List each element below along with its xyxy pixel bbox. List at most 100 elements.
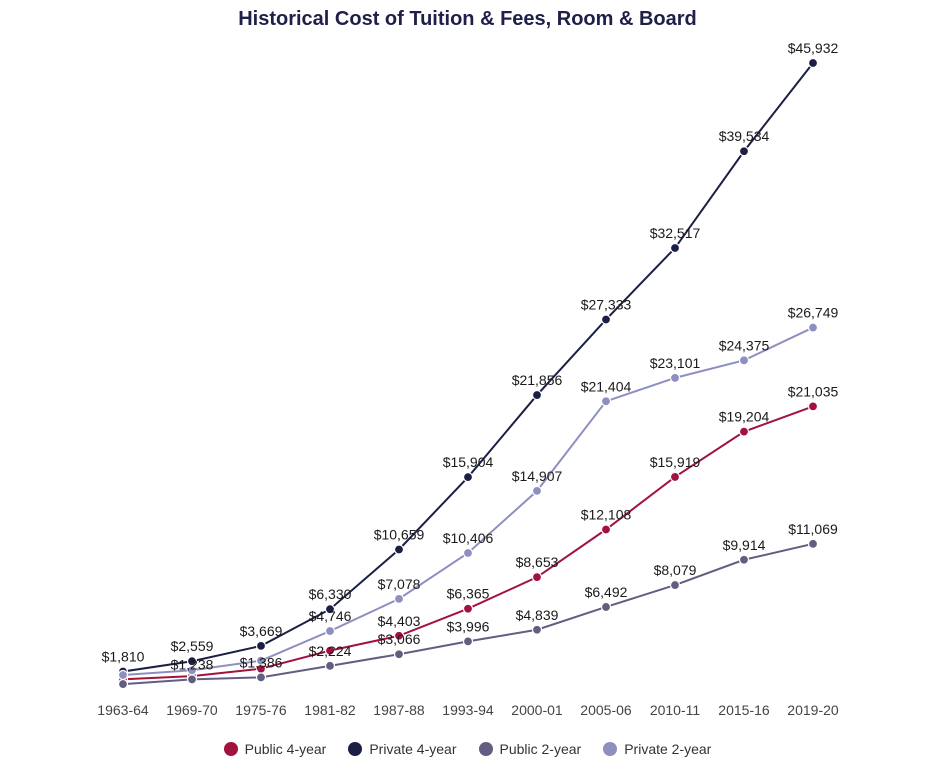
data-point-private-2-year[interactable]	[255, 655, 267, 666]
legend-item[interactable]: Private 4-year	[348, 741, 457, 757]
data-point-public-4-year[interactable]	[324, 645, 336, 656]
data-point-private-4-year[interactable]	[738, 146, 750, 157]
data-point-public-4-year[interactable]	[807, 401, 819, 412]
data-label-public-2-year: $2,224	[309, 643, 352, 659]
data-point-public-2-year[interactable]	[324, 660, 336, 671]
data-point-private-2-year[interactable]	[738, 355, 750, 366]
data-point-public-2-year[interactable]	[255, 672, 267, 683]
x-tick-label: 2005-06	[580, 702, 632, 718]
data-point-public-2-year[interactable]	[600, 601, 612, 613]
data-point-public-4-year[interactable]	[462, 603, 474, 614]
data-label-private-4-year: $3,669	[240, 623, 283, 639]
data-point-private-2-year[interactable]	[117, 669, 129, 681]
data-label-public-2-year: $3,996	[447, 618, 490, 634]
x-tick-label: 1969-70	[166, 702, 218, 718]
data-point-private-4-year[interactable]	[807, 57, 819, 69]
data-point-public-4-year[interactable]	[393, 630, 405, 641]
data-point-public-4-year[interactable]	[738, 426, 750, 437]
data-point-public-2-year[interactable]	[117, 678, 129, 690]
data-point-public-2-year[interactable]	[186, 674, 198, 685]
data-label-private-4-year: $39,534	[719, 128, 770, 144]
data-label-public-2-year: $4,839	[516, 607, 559, 623]
data-label-private-2-year: $14,907	[512, 468, 563, 484]
x-tick-label: 2010-11	[650, 702, 701, 718]
x-tick-label: 2019-20	[787, 702, 839, 718]
data-label-public-4-year: $6,365	[447, 586, 490, 602]
legend-label: Public 4-year	[244, 741, 327, 757]
data-label-private-2-year: $24,375	[719, 337, 770, 353]
data-label-public-4-year: $15,919	[650, 454, 701, 470]
data-label-private-4-year: $10,659	[374, 526, 425, 542]
data-label-private-2-year: $7,078	[378, 576, 421, 592]
data-label-public-2-year: $3,066	[378, 631, 421, 647]
data-point-private-4-year[interactable]	[531, 389, 543, 401]
data-label-public-4-year: $21,035	[788, 383, 839, 399]
data-point-private-2-year[interactable]	[531, 485, 543, 497]
data-point-public-2-year[interactable]	[462, 636, 474, 647]
data-label-public-4-year: $8,653	[516, 554, 559, 570]
legend-label: Private 4-year	[369, 741, 457, 757]
data-point-private-2-year[interactable]	[324, 625, 336, 637]
data-point-private-4-year[interactable]	[669, 242, 681, 254]
data-point-private-4-year[interactable]	[462, 472, 474, 483]
data-point-public-4-year[interactable]	[669, 471, 681, 483]
legend-item[interactable]: Public 4-year	[223, 741, 327, 757]
data-label-private-4-year: $27,333	[581, 297, 632, 313]
x-tick-label: 1981-82	[304, 702, 356, 718]
x-tick-label: 2000-01	[511, 702, 563, 718]
data-point-public-4-year[interactable]	[531, 572, 543, 583]
data-point-private-2-year[interactable]	[462, 547, 474, 559]
data-point-private-4-year[interactable]	[324, 604, 336, 615]
chart-title: Historical Cost of Tuition & Fees, Room …	[238, 8, 697, 30]
data-label-private-4-year: $15,904	[443, 454, 494, 470]
data-point-public-2-year[interactable]	[738, 554, 750, 565]
legend-swatch	[478, 742, 493, 756]
data-label-private-2-year: $23,101	[650, 355, 701, 371]
data-point-private-2-year[interactable]	[807, 322, 819, 333]
data-point-public-4-year[interactable]	[600, 524, 612, 535]
legend-label: Public 2-year	[499, 741, 582, 757]
data-point-private-2-year[interactable]	[669, 372, 681, 383]
data-label-public-2-year: $9,914	[723, 537, 766, 553]
data-point-private-2-year[interactable]	[186, 665, 198, 676]
data-label-private-2-year: $21,404	[581, 378, 632, 394]
legend-swatch	[223, 742, 238, 756]
data-label-public-2-year: $1,386	[240, 654, 283, 670]
data-point-private-2-year[interactable]	[600, 396, 612, 407]
legend-label: Private 2-year	[624, 741, 712, 757]
data-label-private-4-year: $45,932	[788, 40, 839, 56]
data-label-private-4-year: $2,559	[171, 638, 214, 654]
data-point-public-2-year[interactable]	[669, 579, 681, 591]
data-point-public-2-year[interactable]	[531, 624, 543, 635]
data-label-private-4-year: $1,810	[102, 649, 145, 665]
data-label-private-2-year: $4,746	[309, 608, 352, 624]
series-line-private-4-year	[122, 62, 814, 673]
legend-item[interactable]: Private 2-year	[603, 741, 711, 757]
data-point-private-2-year[interactable]	[393, 593, 405, 604]
chart-legend: Public 4-year Private 4-year Public 2-year…	[0, 741, 935, 757]
x-tick-label: 1987-88	[373, 702, 425, 718]
data-label-private-4-year: $6,330	[309, 586, 352, 602]
data-label-public-2-year: $11,069	[788, 521, 838, 537]
data-label-private-4-year: $32,517	[650, 225, 701, 241]
data-label-public-2-year: $1,238	[171, 656, 214, 672]
data-label-public-4-year: $19,204	[719, 409, 770, 425]
data-label-public-4-year: $4,403	[378, 613, 421, 629]
data-label-public-2-year: $8,079	[654, 562, 697, 578]
data-point-private-4-year[interactable]	[393, 544, 405, 555]
x-tick-label: 1975-76	[235, 702, 287, 718]
data-label-public-4-year: $12,108	[581, 507, 632, 523]
x-tick-label: 2015-16	[718, 702, 770, 718]
data-point-public-2-year[interactable]	[393, 649, 405, 660]
data-label-public-2-year: $6,492	[585, 584, 628, 600]
x-tick-label: 1993-94	[442, 702, 494, 718]
data-point-private-4-year[interactable]	[600, 314, 612, 325]
series-line-public-2-year	[122, 542, 814, 686]
data-label-private-4-year: $21,856	[512, 372, 563, 388]
legend-item[interactable]: Public 2-year	[478, 741, 582, 757]
data-label-private-2-year: $10,406	[443, 530, 494, 546]
data-point-public-2-year[interactable]	[807, 538, 819, 549]
data-point-private-4-year[interactable]	[255, 640, 267, 651]
legend-swatch	[348, 742, 363, 756]
data-label-private-2-year: $26,749	[788, 305, 839, 321]
